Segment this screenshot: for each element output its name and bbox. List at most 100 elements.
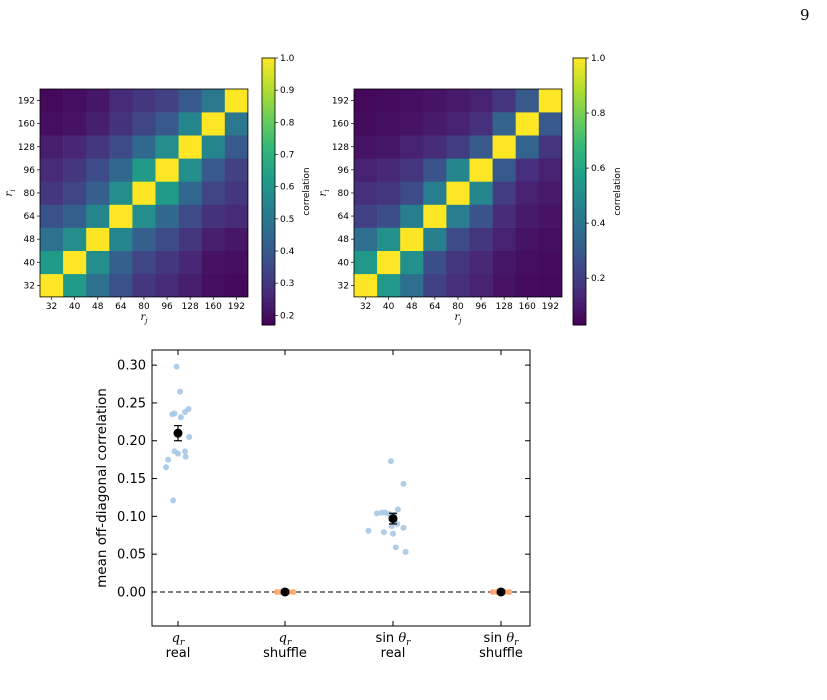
- heatmap-cell-4-2: [400, 181, 424, 205]
- heatmap-cell-8-3: [423, 89, 447, 113]
- x-tick-label: 128: [496, 302, 513, 312]
- heatmap-cell-4-4: [132, 181, 156, 205]
- heatmap-cell-2-3: [109, 227, 133, 251]
- heatmap-cell-6-2: [86, 135, 110, 159]
- colorbar-segment: [262, 287, 275, 290]
- heatmap-cell-8-5: [155, 89, 179, 113]
- heatmap-cell-5-0: [40, 158, 64, 182]
- colorbar-segment: [573, 238, 586, 241]
- heatmap-cell-2-1: [63, 227, 87, 251]
- heatmap-cell-3-5: [155, 204, 179, 228]
- heatmap-cell-1-0: [354, 250, 378, 275]
- data-point-0-11: [182, 453, 189, 460]
- colorbar-segment: [573, 149, 586, 152]
- colorbar-segment: [573, 135, 586, 139]
- colorbar-segment: [573, 102, 586, 106]
- colorbar-segment: [262, 82, 275, 86]
- colorbar-segment: [262, 242, 275, 246]
- colorbar-segment: [573, 300, 586, 304]
- colorbar-segment: [262, 167, 275, 170]
- heatmap-cell-7-1: [377, 112, 401, 136]
- heatmap-cell-1-7: [201, 250, 226, 275]
- colorbar-segment: [573, 184, 586, 188]
- colorbar-segment: [262, 106, 275, 110]
- colorbar-segment: [262, 273, 275, 277]
- colorbar-segment: [262, 98, 275, 101]
- heatmap-cell-1-8: [224, 250, 249, 275]
- heatmap-cell-2-0: [40, 227, 64, 251]
- heatmap-cell-7-6: [178, 112, 202, 136]
- heatmap-cell-3-2: [86, 204, 110, 228]
- colorbar-segment: [573, 142, 586, 146]
- colorbar-segment: [262, 73, 275, 77]
- colorbar-segment: [573, 229, 586, 232]
- colorbar-segment: [262, 280, 275, 284]
- heatmap-cell-3-1: [377, 204, 401, 228]
- heatmap-cell-3-5: [469, 204, 493, 228]
- data-point-2-13: [390, 530, 396, 537]
- colorbar-segment: [262, 178, 275, 181]
- heatmap-cell-0-4: [132, 273, 156, 298]
- data-point-0-0: [173, 363, 180, 370]
- y-tick-label: 0.30: [117, 359, 146, 374]
- heatmap-cell-8-4: [446, 89, 470, 113]
- colorbar-segment: [573, 60, 586, 63]
- colorbar-segment: [573, 215, 586, 219]
- data-point-0-9: [182, 448, 188, 455]
- colorbar-1: 0.2 0.3 0.4 0.5 0.6 0.7 0.8 0.9 1.0 correlation: [261, 54, 312, 326]
- colorbar-segment: [573, 287, 586, 290]
- y-tick-label: 0.15: [117, 472, 146, 487]
- mean-marker-0: [173, 428, 183, 438]
- colorbar-segment: [573, 155, 586, 159]
- heatmap-cell-3-3: [423, 204, 447, 228]
- heatmap-cell-8-5: [469, 89, 493, 113]
- colorbar-segment: [262, 164, 275, 168]
- colorbar-segment: [573, 224, 586, 228]
- heatmap-cell-7-2: [86, 112, 110, 136]
- colorbar-segment: [262, 182, 275, 186]
- heatmap-cell-2-1: [377, 227, 401, 251]
- heatmap-cell-2-6: [492, 227, 516, 251]
- colorbar-segment: [262, 304, 275, 308]
- data-point-3-0: [489, 588, 496, 595]
- colorbar-segment: [573, 200, 586, 204]
- colorbar-tick-label: 0.8: [280, 118, 295, 128]
- colorbar-segment: [573, 244, 586, 248]
- heatmap-cell-0-8: [224, 273, 249, 298]
- y-tick-label: 0.00: [117, 585, 146, 600]
- heatmap-cell-6-3: [109, 135, 133, 159]
- heatmap-cell-7-2: [400, 112, 424, 136]
- colorbar-segment: [573, 260, 586, 264]
- colorbar-segment: [573, 313, 586, 317]
- x-tick-label: 96: [475, 302, 487, 312]
- colorbar-segment: [573, 227, 586, 230]
- heatmap-cell-1-0: [40, 250, 64, 275]
- data-point-0-6: [177, 414, 184, 421]
- y-tick-label: 0.20: [117, 434, 146, 449]
- colorbar-segment: [573, 253, 586, 257]
- plot-frame: [151, 349, 531, 627]
- heatmap-cell-8-0: [354, 89, 378, 113]
- data-point-2-0: [387, 458, 394, 465]
- colorbar-segment: [262, 124, 275, 128]
- colorbar-segment: [262, 322, 275, 326]
- colorbar-segment: [262, 211, 275, 215]
- data-point-2-9: [388, 523, 395, 530]
- heatmap-cell-1-6: [492, 250, 516, 275]
- heatmap-cell-6-0: [354, 135, 378, 159]
- colorbar-segment: [262, 162, 275, 166]
- colorbar-segment: [573, 189, 586, 192]
- colorbar-segment: [573, 211, 586, 215]
- heatmap-cell-0-3: [109, 273, 133, 298]
- heatmap-cell-7-5: [469, 112, 493, 136]
- heatmap-cell-0-2: [400, 273, 424, 298]
- x-tick-label: 48: [92, 302, 104, 312]
- y-axis-label: ri: [4, 189, 17, 196]
- y-tick-label: 64: [338, 212, 350, 222]
- colorbar-segment: [573, 126, 586, 130]
- y-tick-label: 40: [24, 258, 36, 268]
- colorbar-segment: [573, 187, 586, 190]
- colorbar-segment: [262, 209, 275, 212]
- colorbar-tick-label: 1.0: [280, 54, 295, 64]
